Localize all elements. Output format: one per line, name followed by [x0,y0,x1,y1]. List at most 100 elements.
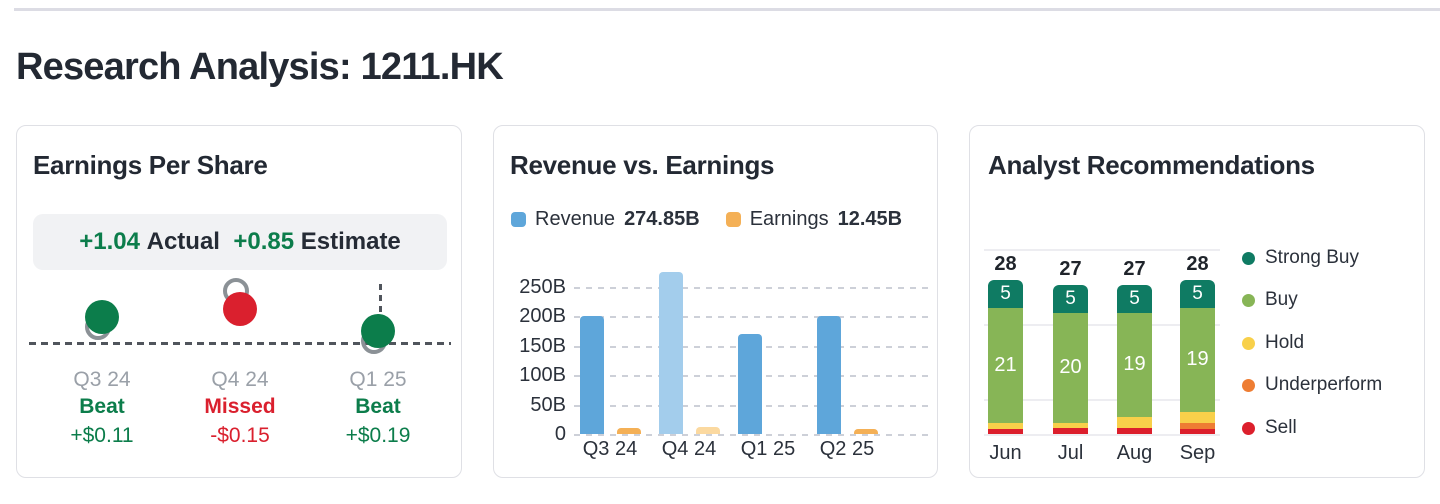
earnings-bar [696,427,720,434]
eps-quarter-label: Q3 24 [73,368,131,391]
rec-total-label: 27 [1059,258,1082,280]
rec-total-label: 28 [1186,253,1209,275]
eps-quarter-column: Q1 25 Beat +$0.19 [308,367,448,451]
recommendation-bar: 5 19 [1180,280,1215,434]
page-title: Research Analysis: 1211.HK [16,46,504,88]
cards-row: Earnings Per Share +1.04 Actual +0.85 Es… [16,125,1425,478]
legend-dot [1242,251,1255,265]
y-tick-label: 200B [519,305,566,327]
eps-status-label: Missed [204,395,276,418]
revenue-bar [659,272,683,434]
eps-summary-box: +1.04 Actual +0.85 Estimate [33,214,447,270]
legend-item: Earnings 12.45B [725,208,903,231]
eps-estimate-label [294,228,301,256]
rec-segment-buy: 19 [1180,307,1215,412]
rec-segment-sell [988,428,1023,434]
rec-segment-hold [1053,422,1088,428]
y-tick-label: 250B [519,276,566,298]
eps-actual-dot [223,292,257,326]
recommendation-bar: 5 20 [1053,285,1088,434]
rec-segment-strong-buy: 5 [988,280,1023,308]
grid-line [984,434,1220,436]
revenue-vs-earnings-card: Revenue vs. Earnings Revenue 274.85B Earni… [493,125,938,478]
eps-card-title: Earnings Per Share [33,150,268,180]
eps-actual-dot [85,300,119,334]
y-tick-label: 50B [530,394,566,416]
rec-segment-strong-buy: 5 [1180,280,1215,308]
rec-segment-strong-buy: 5 [1053,285,1088,313]
legend-label: Underperform [1265,374,1383,395]
recommendation-bar: 5 21 [988,280,1023,434]
eps-status-label: Beat [355,395,401,418]
earnings-bar [854,429,878,434]
rec-segment-buy: 19 [1117,312,1152,417]
month-label: Sep [1179,442,1216,464]
eps-status-label: Beat [79,395,125,418]
top-divider [14,8,1440,11]
legend-dot [1242,378,1255,392]
month-label: Aug [1116,442,1153,464]
eps-actual-dot [361,314,395,348]
grid-line [984,324,1220,326]
estimate-dashed-line [29,342,451,345]
y-tick-label: 0 [554,423,566,445]
y-tick-label: 100B [519,364,566,386]
month-label: Jun [989,442,1022,464]
legend-item: Buy [1242,289,1298,311]
legend-dot [1242,421,1255,435]
legend-dot [1242,293,1255,307]
rec-segment-hold [1117,417,1152,428]
x-axis-label: Q4 24 [661,438,717,460]
rec-segment-sell [1180,428,1215,434]
x-axis-label: Q3 24 [582,438,638,460]
grid-line [574,287,928,289]
eps-delta-label: +$0.11 [70,424,134,447]
eps-actual-value: +1.04 [79,228,140,255]
analyst-card-title: Analyst Recommendations [988,150,1315,180]
legend-value: 274.85B [624,208,700,230]
legend-label: Earnings [749,208,829,230]
eps-actual-label [140,228,147,256]
legend-value: 12.45B [837,208,903,230]
rec-segment-strong-buy: 5 [1117,285,1152,313]
y-tick-label: 150B [519,335,566,357]
legend-label: Strong Buy [1265,247,1359,268]
legend-item: Hold [1242,332,1304,354]
legend-label: Revenue [535,208,616,230]
eps-summary-spacer [220,228,233,256]
grid-line [574,316,928,318]
rec-segment-buy: 21 [988,307,1023,423]
revenue-chart-legend: Revenue 274.85B Earnings 12.45B [511,208,902,231]
analyst-recommendations-card: Analyst Recommendations 5 21 28 Jun 5 20 27 Jul… [969,125,1425,478]
revenue-bar [817,316,841,434]
grid-line [984,399,1220,401]
grid-line [574,434,928,436]
legend-item: Underperform [1242,374,1382,396]
eps-actual-caption: Actual [146,228,220,255]
grid-line [984,249,1220,251]
legend-item: Revenue 274.85B [511,208,700,231]
recommendation-bar: 5 19 [1117,285,1152,434]
legend-swatch [725,212,741,227]
eps-estimate-caption: Estimate [300,228,401,255]
rec-segment-buy: 20 [1053,312,1088,423]
month-label: Jul [1057,442,1084,464]
rec-segment-hold [1180,412,1215,423]
eps-delta-label: -$0.15 [210,424,270,447]
earnings-per-share-card: Earnings Per Share +1.04 Actual +0.85 Es… [16,125,462,478]
legend-label: Sell [1265,417,1297,438]
rec-segment-hold [988,423,1023,429]
legend-dot [1242,336,1255,350]
legend-swatch [511,212,526,227]
eps-estimate-value: +0.85 [233,228,295,255]
legend-label: Buy [1265,289,1298,310]
revenue-bar [580,316,604,434]
eps-quarter-column: Q3 24 Beat +$0.11 [32,367,172,451]
rec-segment-sell [1117,428,1152,434]
x-axis-label: Q2 25 [819,438,875,460]
earnings-bar [617,428,641,434]
revenue-bar [738,334,762,434]
eps-quarter-label: Q4 24 [211,368,269,391]
rec-segment-sell [1053,428,1088,434]
